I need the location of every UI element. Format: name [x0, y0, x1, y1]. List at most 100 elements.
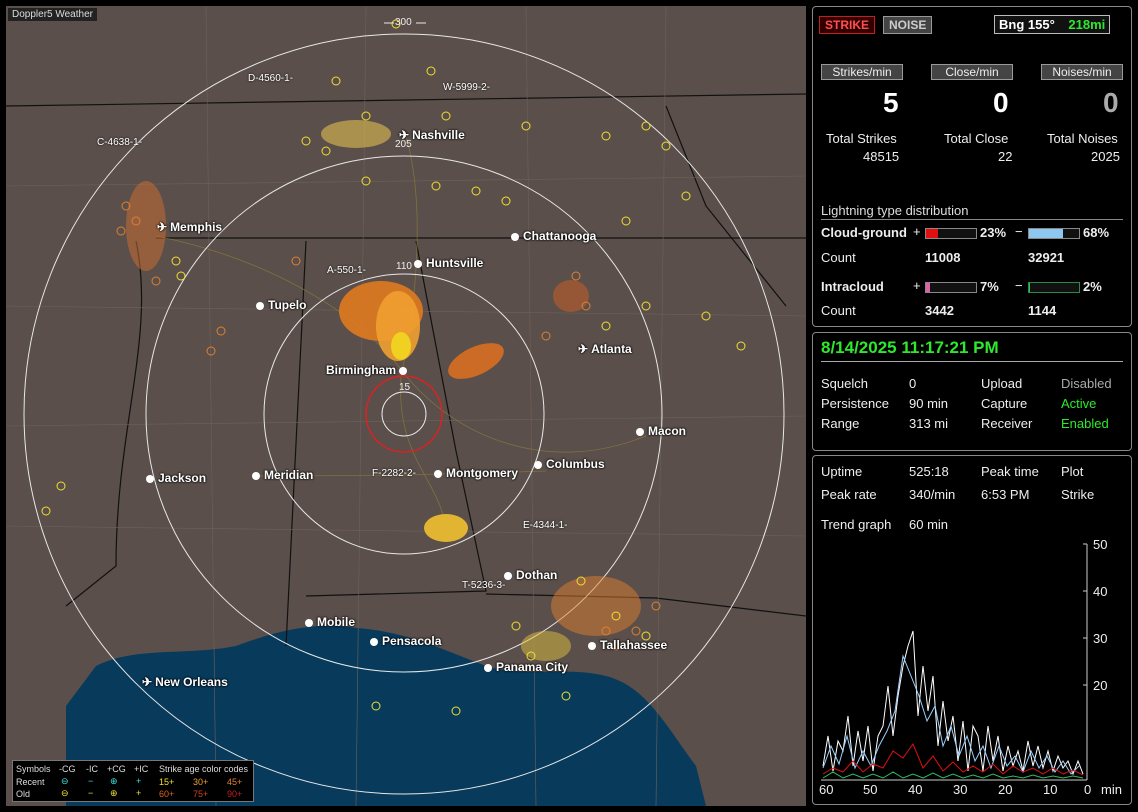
neg-ic-recent-icon: − — [88, 776, 94, 786]
cg-negative-bar — [1028, 228, 1080, 239]
state-borders — [6, 93, 806, 647]
legend-age-title: Strike age color codes — [159, 764, 249, 774]
city-dot-icon — [370, 638, 378, 646]
city-dot-icon — [636, 428, 644, 436]
city-new-orleans[interactable]: ✈ New Orleans — [142, 675, 228, 689]
y-tick-30: 30 — [1093, 631, 1108, 646]
city-birmingham[interactable]: Birmingham — [326, 363, 411, 377]
total-noises-value: 2025 — [1091, 149, 1120, 164]
cloud-ground-label: Cloud-ground — [821, 225, 907, 240]
storm-cell-label[interactable]: E-4344-1- — [523, 520, 568, 531]
city-macon[interactable]: Macon — [636, 424, 686, 438]
strikes-per-min-button[interactable]: Strikes/min — [821, 64, 903, 80]
city-dot-icon — [434, 470, 442, 478]
city-dot-icon — [399, 367, 408, 375]
x-tick-50: 50 — [863, 782, 878, 797]
trend-graph-label: Trend graph — [821, 517, 892, 532]
city-atlanta[interactable]: ✈ Atlanta — [578, 342, 632, 356]
airport-icon: ✈ — [142, 675, 153, 689]
x-tick-20: 20 — [998, 782, 1013, 797]
range-label: Range — [821, 416, 860, 431]
ic-negative-pct: 2% — [1083, 279, 1102, 294]
upload-label: Upload — [981, 376, 1023, 391]
ring-label-205: 205 — [395, 139, 412, 150]
city-panama-city[interactable]: Panama City — [484, 660, 568, 674]
storm-cell-label[interactable]: F-2282-2- — [372, 468, 416, 479]
city-columbus[interactable]: Columbus — [534, 457, 605, 471]
uptime-value: 525:18 — [909, 464, 949, 479]
plus-sign: + — [913, 224, 921, 239]
city-chattanooga[interactable]: Chattanooga — [511, 229, 596, 243]
pos-cg-old-icon: ⊕ — [110, 788, 118, 798]
peak-time-label: Peak time — [981, 464, 1039, 479]
distribution-title: Lightning type distribution — [821, 203, 969, 218]
strike-mode-button[interactable]: STRIKE — [819, 16, 876, 34]
city-dot-icon — [534, 461, 542, 469]
y-tick-50: 50 — [1093, 537, 1108, 552]
trend-green-line — [822, 771, 1084, 779]
ic-negative-count: 1144 — [1028, 303, 1057, 318]
persistence-label: Persistence — [821, 396, 889, 411]
lightning-map[interactable]: Doppler5 Weather 300 205 110 15 ✈ Nashvil… — [6, 6, 806, 806]
neg-ic-old-icon: − — [88, 788, 94, 798]
airport-icon: ✈ — [157, 220, 168, 234]
total-strikes-label: Total Strikes — [826, 131, 897, 146]
ic-count-label: Count — [821, 303, 856, 318]
city-dot-icon — [146, 475, 154, 483]
trend-red-line — [822, 742, 1084, 776]
city-nashville[interactable]: ✈ Nashville — [399, 128, 465, 142]
cg-positive-count: 11008 — [925, 250, 961, 265]
cg-count-label: Count — [821, 250, 856, 265]
city-tupelo[interactable]: Tupelo — [256, 298, 306, 312]
city-pensacola[interactable]: Pensacola — [370, 634, 441, 648]
city-memphis[interactable]: ✈ Memphis — [157, 220, 223, 234]
city-dot-icon — [256, 302, 264, 310]
total-close-value: 22 — [998, 149, 1013, 164]
city-mobile[interactable]: Mobile — [305, 615, 355, 629]
legend-col-pos-ic: +IC — [134, 764, 149, 774]
upload-value[interactable]: Disabled — [1061, 376, 1112, 391]
receiver-value[interactable]: Enabled — [1061, 416, 1109, 431]
strike-clusters — [126, 120, 641, 661]
city-montgomery[interactable]: Montgomery — [434, 466, 518, 480]
city-tallahassee[interactable]: Tallahassee — [588, 638, 667, 652]
bearing-readout: Bng 155° 218mi — [994, 15, 1111, 34]
noise-mode-button[interactable]: NOISE — [883, 16, 933, 34]
plus-sign: + — [913, 278, 921, 293]
city-dothan[interactable]: Dothan — [504, 568, 557, 582]
peak-rate-label: Peak rate — [821, 487, 877, 502]
legend-col-neg-ic: -IC — [86, 764, 98, 774]
receiver-label: Receiver — [981, 416, 1033, 431]
storm-cell-label[interactable]: T-5236-3- — [462, 580, 506, 591]
city-dot-icon — [588, 642, 596, 650]
distance-value: 218mi — [1068, 17, 1106, 32]
city-jackson[interactable]: Jackson — [146, 471, 206, 485]
minus-sign: − — [1015, 224, 1023, 239]
city-dot-icon — [484, 664, 492, 672]
legend-col-pos-cg: +CG — [107, 764, 126, 774]
ring-label-15: 15 — [399, 382, 411, 393]
strike-stats-panel: STRIKE NOISE Bng 155° 218mi Strikes/min … — [812, 6, 1132, 327]
x-tick-40: 40 — [908, 782, 923, 797]
ic-positive-count: 3442 — [925, 303, 954, 318]
app-title: Doppler5 Weather — [8, 8, 97, 21]
squelch-value: 0 — [909, 376, 917, 391]
total-strikes-value: 48515 — [863, 149, 900, 164]
legend-old-label: Old — [16, 789, 31, 799]
x-tick-10: 10 — [1043, 782, 1058, 797]
range-value: 313 mi — [909, 416, 949, 431]
noises-per-min-value: 0 — [1103, 87, 1119, 118]
close-per-min-button[interactable]: Close/min — [931, 64, 1013, 80]
storm-cell-label[interactable]: W-5999-2- — [443, 82, 491, 93]
city-huntsville[interactable]: Huntsville — [414, 256, 483, 270]
plot-value[interactable]: Strike — [1061, 487, 1095, 502]
trend-graph-value[interactable]: 60 min — [909, 517, 949, 532]
storm-cell-label[interactable]: C-4638-1- — [97, 137, 143, 148]
storm-cell-label[interactable]: A-550-1- — [327, 265, 366, 276]
status-panel: 8/14/2025 11:17:21 PM Squelch 0 Upload D… — [812, 332, 1132, 451]
storm-cell-label[interactable]: D-4560-1- — [248, 73, 294, 84]
city-meridian[interactable]: Meridian — [252, 468, 313, 482]
city-dot-icon — [305, 619, 313, 627]
noises-per-min-button[interactable]: Noises/min — [1041, 64, 1123, 80]
capture-value[interactable]: Active — [1061, 396, 1097, 411]
